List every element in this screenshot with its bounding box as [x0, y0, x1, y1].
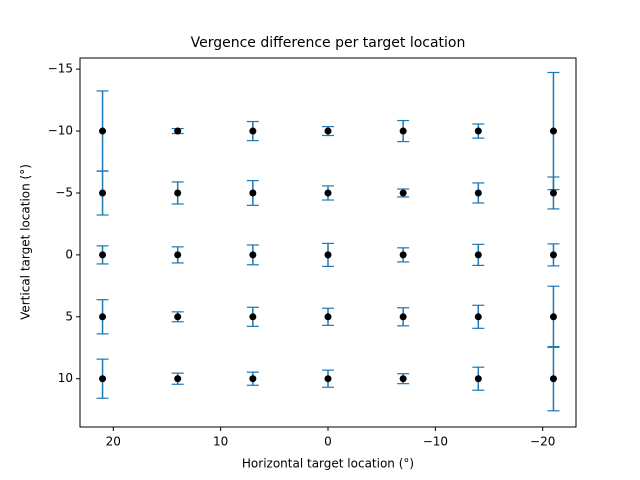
point	[399, 127, 407, 135]
y-tick-label: −5	[55, 185, 73, 199]
point	[249, 189, 257, 197]
point	[324, 251, 332, 259]
point	[549, 313, 557, 321]
point	[174, 251, 182, 259]
x-tick-label: 20	[106, 435, 121, 449]
point	[399, 189, 407, 197]
point	[474, 375, 482, 383]
point	[474, 251, 482, 259]
x-tick-label: 10	[213, 435, 228, 449]
point	[174, 127, 182, 135]
point	[324, 189, 332, 197]
point	[549, 127, 557, 135]
point	[324, 127, 332, 135]
point	[99, 189, 107, 197]
point	[474, 127, 482, 135]
point	[324, 375, 332, 383]
x-axis-label: Horizontal target location (°)	[242, 457, 414, 471]
point	[99, 375, 107, 383]
point	[549, 375, 557, 383]
x-tick-label: 0	[324, 435, 332, 449]
y-axis-label: Vertical target location (°)	[19, 164, 33, 320]
point	[174, 189, 182, 197]
chart-title: Vergence difference per target location	[191, 35, 466, 51]
point	[399, 375, 407, 383]
point	[399, 251, 407, 259]
point	[249, 251, 257, 259]
x-tick-label: −10	[423, 435, 448, 449]
point	[174, 313, 182, 321]
y-tick-label: 0	[65, 247, 73, 261]
point	[474, 189, 482, 197]
point	[99, 251, 107, 259]
point	[174, 375, 182, 383]
point	[399, 313, 407, 321]
point	[249, 375, 257, 383]
point	[99, 127, 107, 135]
point	[324, 313, 332, 321]
plot-frame	[79, 57, 577, 428]
x-tick-label: −20	[530, 435, 555, 449]
point	[249, 313, 257, 321]
y-tick-label: 10	[58, 371, 73, 385]
y-tick-label: 5	[65, 309, 73, 323]
point	[549, 251, 557, 259]
point	[474, 313, 482, 321]
y-tick-label: −10	[48, 124, 73, 138]
point	[249, 127, 257, 135]
point	[99, 313, 107, 321]
y-tick-label: −15	[48, 62, 73, 76]
point	[549, 189, 557, 197]
